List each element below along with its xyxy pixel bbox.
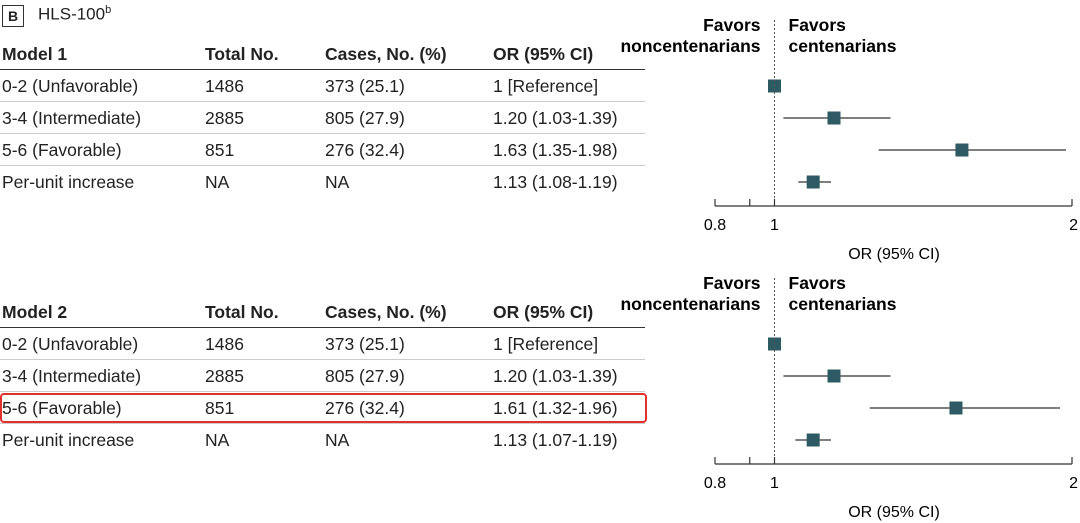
x-tick-label: 2	[1069, 217, 1078, 234]
total-value: 1486	[205, 76, 244, 96]
row-label: 0-2 (Unfavorable)	[2, 334, 139, 354]
or-marker	[806, 433, 820, 447]
column-header: Total No.	[205, 44, 279, 64]
total-value: 851	[205, 398, 235, 418]
cases-value: 373 (25.1)	[325, 334, 405, 354]
favors-left-line2: noncentenarians	[620, 294, 760, 314]
or-marker	[827, 111, 841, 125]
total-value: 2885	[205, 108, 244, 128]
table-header-row: Model 1 Total No. Cases, No. (%) OR (95% CI…	[0, 38, 645, 70]
panel-badge: B	[2, 5, 24, 27]
x-tick-label: 1	[770, 217, 779, 234]
x-tick-label: 2	[1069, 475, 1078, 492]
total-value: NA	[205, 430, 230, 450]
panel-title-text: HLS-100	[38, 4, 106, 24]
x-tick-label: 1	[770, 475, 779, 492]
total-value: 2885	[205, 366, 244, 386]
column-header: OR (95% CI)	[493, 302, 594, 322]
or-marker	[806, 175, 820, 189]
or-value: 1 [Reference]	[493, 76, 599, 96]
table-header-row: Model 2 Total No. Cases, No. (%) OR (95% CI…	[0, 296, 645, 328]
table-row: 0-2 (Unfavorable) 1486 373 (25.1) 1 [Refere…	[0, 328, 645, 360]
table-row: 0-2 (Unfavorable) 1486 373 (25.1) 1 [Refere…	[0, 70, 645, 102]
or-value: 1.20 (1.03-1.39)	[493, 366, 618, 386]
or-value: 1.20 (1.03-1.39)	[493, 108, 618, 128]
row-label: 3-4 (Intermediate)	[2, 366, 142, 386]
total-value: 1486	[205, 334, 244, 354]
favors-left-line2: noncentenarians	[620, 36, 760, 56]
table-row: 5-6 (Favorable) 851 276 (32.4) 1.61 (1.32-1…	[0, 392, 645, 424]
or-value: 1.63 (1.35-1.98)	[493, 140, 618, 160]
or-value: 1 [Reference]	[493, 334, 599, 354]
or-marker	[955, 143, 969, 157]
panel-title-sup: b	[105, 4, 112, 16]
cases-value: 373 (25.1)	[325, 76, 405, 96]
or-value: 1.61 (1.32-1.96)	[493, 398, 618, 418]
x-axis-title: OR (95% CI)	[848, 246, 940, 263]
x-tick-label: 0.8	[704, 475, 726, 492]
table-row: 3-4 (Intermediate) 2885 805 (27.9) 1.20 (1.…	[0, 360, 645, 392]
column-header: OR (95% CI)	[493, 44, 594, 64]
favors-left-line1: Favors	[703, 15, 761, 35]
row-label: 0-2 (Unfavorable)	[2, 76, 139, 96]
cases-value: NA	[325, 172, 350, 192]
total-value: NA	[205, 172, 230, 192]
highlight-box	[0, 393, 647, 423]
column-header: Total No.	[205, 302, 279, 322]
cases-value: 276 (32.4)	[325, 398, 405, 418]
table-row: 5-6 (Favorable) 851 276 (32.4) 1.63 (1.35-1…	[0, 134, 645, 166]
cases-value: 276 (32.4)	[325, 140, 405, 160]
cases-value: NA	[325, 430, 350, 450]
favors-left-line1: Favors	[703, 273, 761, 293]
table-row: Per-unit increase NA NA 1.13 (1.08-1.19)	[0, 166, 645, 198]
panel-title: HLS-100b	[38, 4, 111, 25]
cases-value: 805 (27.9)	[325, 108, 405, 128]
favors-right-line2: centenarians	[789, 294, 897, 314]
model-label: Model 2	[2, 302, 68, 322]
column-header: Cases, No. (%)	[325, 44, 447, 64]
row-label: 5-6 (Favorable)	[2, 398, 122, 418]
table-row: Per-unit increase NA NA 1.13 (1.07-1.19)	[0, 424, 645, 456]
row-label: 5-6 (Favorable)	[2, 140, 122, 160]
or-value: 1.13 (1.08-1.19)	[493, 172, 618, 192]
model-label: Model 1	[2, 44, 68, 64]
favors-right-line2: centenarians	[789, 36, 897, 56]
favors-right-line1: Favors	[789, 273, 847, 293]
or-marker	[827, 369, 841, 383]
x-tick-label: 0.8	[704, 217, 726, 234]
table-row: 3-4 (Intermediate) 2885 805 (27.9) 1.20 (1.…	[0, 102, 645, 134]
column-header: Cases, No. (%)	[325, 302, 447, 322]
or-value: 1.13 (1.07-1.19)	[493, 430, 618, 450]
x-axis-title: OR (95% CI)	[848, 504, 940, 521]
or-marker	[949, 401, 963, 415]
row-label: 3-4 (Intermediate)	[2, 108, 142, 128]
cases-value: 805 (27.9)	[325, 366, 405, 386]
row-label: Per-unit increase	[2, 430, 135, 450]
favors-right-line1: Favors	[789, 15, 847, 35]
total-value: 851	[205, 140, 235, 160]
row-label: Per-unit increase	[2, 172, 135, 192]
